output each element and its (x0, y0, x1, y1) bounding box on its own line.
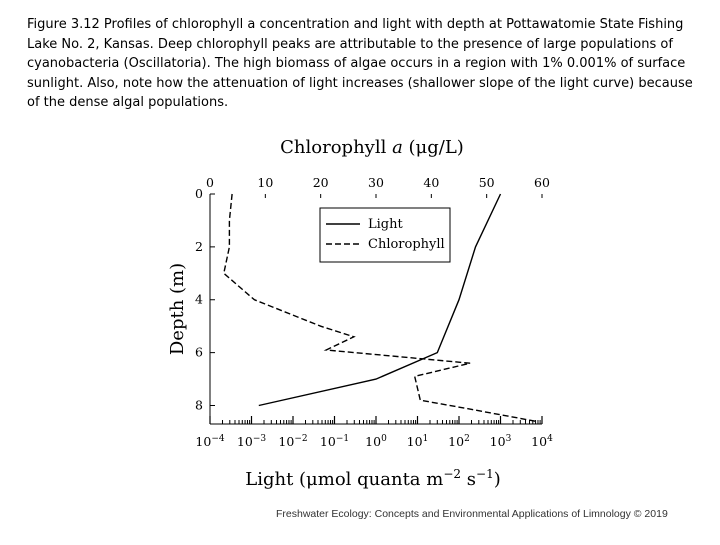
axis-titles: Chlorophyll a (μg/L) Light (μmol quanta m… (167, 137, 501, 490)
legend: Light Chlorophyll (319, 207, 451, 263)
top-tick-label: 20 (313, 175, 329, 190)
top-axis-title: Chlorophyll a (μg/L) (280, 137, 464, 158)
top-tick-label: 30 (368, 175, 384, 190)
bottom-axis-title: Light (μmol quanta m−2 s−1) (245, 467, 501, 490)
depth-tick-label: 4 (195, 292, 203, 307)
axis-ticks: 0 10 20 30 40 50 60 0 2 4 6 8 10−4 10−3 10−2 10−1 100 101… (195, 175, 553, 449)
figure-caption: Figure 3.12 Profiles of chlorophyll a co… (27, 17, 693, 110)
legend-label-light: Light (368, 217, 403, 232)
legend-label-chlorophyll: Chlorophyll (368, 237, 445, 252)
bottom-tick-label: 101 (407, 434, 429, 449)
series-line-light (258, 193, 502, 407)
top-tick-label: 10 (257, 175, 273, 190)
source-credit: Freshwater Ecology: Concepts and Environ… (276, 508, 668, 520)
top-tick-label: 40 (423, 175, 439, 190)
depth-tick-label: 2 (195, 239, 203, 254)
depth-tick-label: 8 (195, 397, 203, 412)
top-tick-label: 0 (206, 175, 214, 190)
bottom-tick-label: 10−4 (195, 434, 224, 449)
bottom-tick-label: 100 (365, 434, 387, 449)
bottom-tick-label: 102 (448, 434, 470, 449)
depth-tick-label: 6 (195, 345, 203, 360)
y-axis-title: Depth (m) (167, 263, 188, 355)
series-lines (223, 193, 537, 423)
bottom-tick-label: 10−3 (237, 434, 266, 449)
bottom-tick-label: 10−1 (320, 434, 349, 449)
top-tick-label: 60 (534, 175, 550, 190)
legend-box (319, 207, 451, 263)
depth-tick-label: 0 (195, 186, 203, 201)
bottom-tick-label: 10−2 (278, 434, 307, 449)
top-tick-label: 50 (479, 175, 495, 190)
series-line-chlorophyll (223, 193, 537, 423)
bottom-tick-label: 103 (490, 434, 512, 449)
bottom-tick-label: 104 (531, 434, 553, 449)
